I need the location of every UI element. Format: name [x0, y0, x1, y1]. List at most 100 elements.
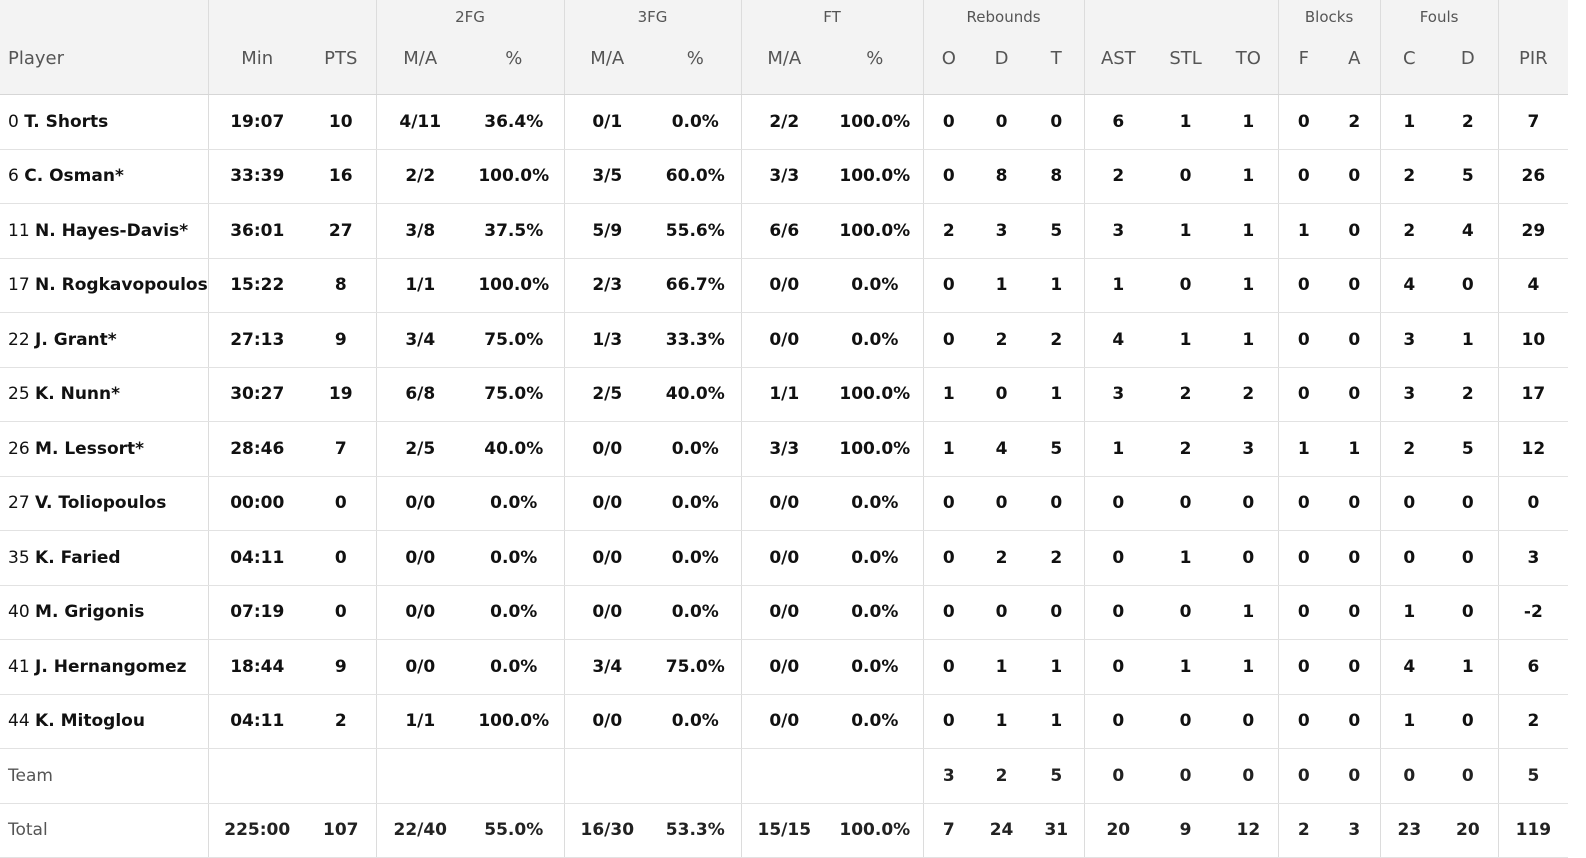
player-name[interactable]: N. Hayes-Davis*	[35, 220, 189, 241]
col-header-to[interactable]: TO	[1219, 32, 1279, 95]
stat-fg3-pct: 33.3%	[650, 312, 742, 368]
stat-fg3-pct: 0.0%	[650, 421, 742, 477]
col-header-2fg-ma[interactable]: M/A	[376, 32, 464, 95]
col-header-ft-pct[interactable]: %	[827, 32, 924, 95]
stat-fg2-ma: 22/40	[376, 803, 464, 858]
col-header-player[interactable]: Player	[0, 32, 209, 95]
stat-reb-d: 4	[974, 421, 1030, 477]
stat-blk-f: 1	[1278, 421, 1330, 477]
player-cell[interactable]: 0 T. Shorts	[0, 94, 209, 150]
player-name[interactable]: T. Shorts	[24, 111, 109, 132]
col-header-min[interactable]: Min	[208, 32, 306, 95]
stat-to: 0	[1219, 530, 1279, 586]
player-row[interactable]: 17 N. Rogkavopoulos 15:22 8 1/1 100.0% 2/3 66.…	[0, 258, 1569, 313]
player-cell[interactable]: 26 M. Lessort*	[0, 421, 209, 477]
stat-blk-f: 0	[1278, 585, 1330, 640]
player-row[interactable]: 22 J. Grant* 27:13 9 3/4 75.0% 1/3 33.3% 0/0 0.0…	[0, 312, 1569, 368]
player-cell[interactable]: 17 N. Rogkavopoulos	[0, 258, 209, 313]
stat-pts: 8	[306, 258, 377, 313]
stat-foul-d: 20	[1438, 803, 1499, 858]
player-cell[interactable]: 22 J. Grant*	[0, 312, 209, 368]
stat-fg2-ma: 2/5	[376, 421, 464, 477]
col-header-foul-c[interactable]: C	[1380, 32, 1439, 95]
player-row[interactable]: 35 K. Faried 04:11 0 0/0 0.0% 0/0 0.0% 0/0 0.0% 0…	[0, 530, 1569, 586]
stat-fg3-pct: 60.0%	[650, 149, 742, 204]
player-row[interactable]: 44 K. Mitoglou 04:11 2 1/1 100.0% 0/0 0.0% 0/0 0…	[0, 694, 1569, 749]
stat-blk-f: 0	[1278, 149, 1330, 204]
player-row[interactable]: 6 C. Osman* 33:39 16 2/2 100.0% 3/5 60.0% 3/3 10…	[0, 149, 1569, 204]
col-header-pts[interactable]: PTS	[306, 32, 377, 95]
player-name[interactable]: M. Lessort*	[35, 438, 145, 459]
player-name[interactable]: K. Faried	[35, 547, 121, 568]
player-cell[interactable]: 11 N. Hayes-Davis*	[0, 203, 209, 259]
stat-foul-d: 0	[1438, 258, 1499, 313]
col-header-pir[interactable]: PIR	[1498, 32, 1569, 95]
stat-pts: 0	[306, 530, 377, 586]
player-row[interactable]: 11 N. Hayes-Davis* 36:01 27 3/8 37.5% 5/9 55.6…	[0, 203, 1569, 259]
player-name[interactable]: V. Toliopoulos	[35, 493, 167, 514]
player-name[interactable]: C. Osman*	[24, 166, 124, 187]
stat-pts: 19	[306, 367, 377, 422]
stat-reb-o: 0	[923, 312, 975, 368]
stat-stl: 1	[1152, 203, 1220, 259]
player-name[interactable]: K. Mitoglou	[35, 711, 145, 732]
player-row[interactable]: 40 M. Grigonis 07:19 0 0/0 0.0% 0/0 0.0% 0/0 0.0…	[0, 585, 1569, 640]
player-cell[interactable]: 27 V. Toliopoulos	[0, 476, 209, 531]
player-cell[interactable]: 35 K. Faried	[0, 530, 209, 586]
player-name[interactable]: K. Nunn*	[35, 384, 121, 405]
col-header-blk-f[interactable]: F	[1278, 32, 1330, 95]
stat-foul-d: 2	[1438, 367, 1499, 422]
stat-fg2-ma	[376, 748, 464, 804]
stat-ast: 1	[1084, 421, 1153, 477]
stat-pts: 9	[306, 639, 377, 695]
stat-min: 33:39	[208, 149, 306, 204]
player-row[interactable]: 0 T. Shorts 19:07 10 4/11 36.4% 0/1 0.0% 2/2 100…	[0, 94, 1569, 150]
col-header-ft-ma[interactable]: M/A	[741, 32, 828, 95]
player-row[interactable]: 41 J. Hernangomez 18:44 9 0/0 0.0% 3/4 75.0% 0/…	[0, 639, 1569, 695]
team-row: Team 3 2 5 0 0 0 0 0 0 0 5	[0, 748, 1569, 804]
player-row[interactable]: 25 K. Nunn* 30:27 19 6/8 75.0% 2/5 40.0% 1/1 100…	[0, 367, 1569, 422]
player-cell[interactable]: 41 J. Hernangomez	[0, 639, 209, 695]
stat-ast: 6	[1084, 94, 1153, 150]
col-header-foul-d[interactable]: D	[1438, 32, 1499, 95]
stat-fg3-ma: 0/0	[564, 694, 651, 749]
stat-reb-o: 0	[923, 694, 975, 749]
stat-ft-ma: 3/3	[741, 149, 828, 204]
player-cell[interactable]: 6 C. Osman*	[0, 149, 209, 204]
player-name[interactable]: N. Rogkavopoulos	[35, 275, 208, 296]
stat-ast: 3	[1084, 367, 1153, 422]
col-header-reb-o[interactable]: O	[923, 32, 975, 95]
player-cell[interactable]: 40 M. Grigonis	[0, 585, 209, 640]
col-header-reb-d[interactable]: D	[974, 32, 1030, 95]
player-row[interactable]: 27 V. Toliopoulos 00:00 0 0/0 0.0% 0/0 0.0% 0/0…	[0, 476, 1569, 531]
stat-fg2-ma: 0/0	[376, 639, 464, 695]
player-cell[interactable]: 25 K. Nunn*	[0, 367, 209, 422]
col-header-ast[interactable]: AST	[1084, 32, 1153, 95]
stat-pts: 10	[306, 94, 377, 150]
stat-blk-a: 0	[1329, 694, 1381, 749]
player-row[interactable]: 26 M. Lessort* 28:46 7 2/5 40.0% 0/0 0.0% 3/3 10…	[0, 421, 1569, 477]
stat-reb-d: 2	[974, 748, 1030, 804]
stat-foul-d: 5	[1438, 421, 1499, 477]
stat-reb-t: 5	[1029, 203, 1085, 259]
stat-fg3-ma: 3/5	[564, 149, 651, 204]
stat-min: 04:11	[208, 694, 306, 749]
stat-fg3-pct: 66.7%	[650, 258, 742, 313]
col-header-blk-a[interactable]: A	[1329, 32, 1381, 95]
stat-to: 1	[1219, 149, 1279, 204]
stat-fg2-pct: 75.0%	[464, 367, 565, 422]
col-header-3fg-pct[interactable]: %	[650, 32, 742, 95]
col-header-stl[interactable]: STL	[1152, 32, 1220, 95]
stat-fg3-pct: 0.0%	[650, 694, 742, 749]
team-label: Team	[0, 748, 209, 804]
player-name[interactable]: J. Grant*	[35, 329, 117, 350]
stat-fg2-ma: 1/1	[376, 258, 464, 313]
stat-reb-o: 0	[923, 258, 975, 313]
col-header-reb-t[interactable]: T	[1029, 32, 1085, 95]
stat-to: 1	[1219, 203, 1279, 259]
player-name[interactable]: M. Grigonis	[35, 602, 145, 623]
player-name[interactable]: J. Hernangomez	[35, 656, 187, 677]
col-header-3fg-ma[interactable]: M/A	[564, 32, 651, 95]
col-header-2fg-pct[interactable]: %	[464, 32, 565, 95]
player-cell[interactable]: 44 K. Mitoglou	[0, 694, 209, 749]
